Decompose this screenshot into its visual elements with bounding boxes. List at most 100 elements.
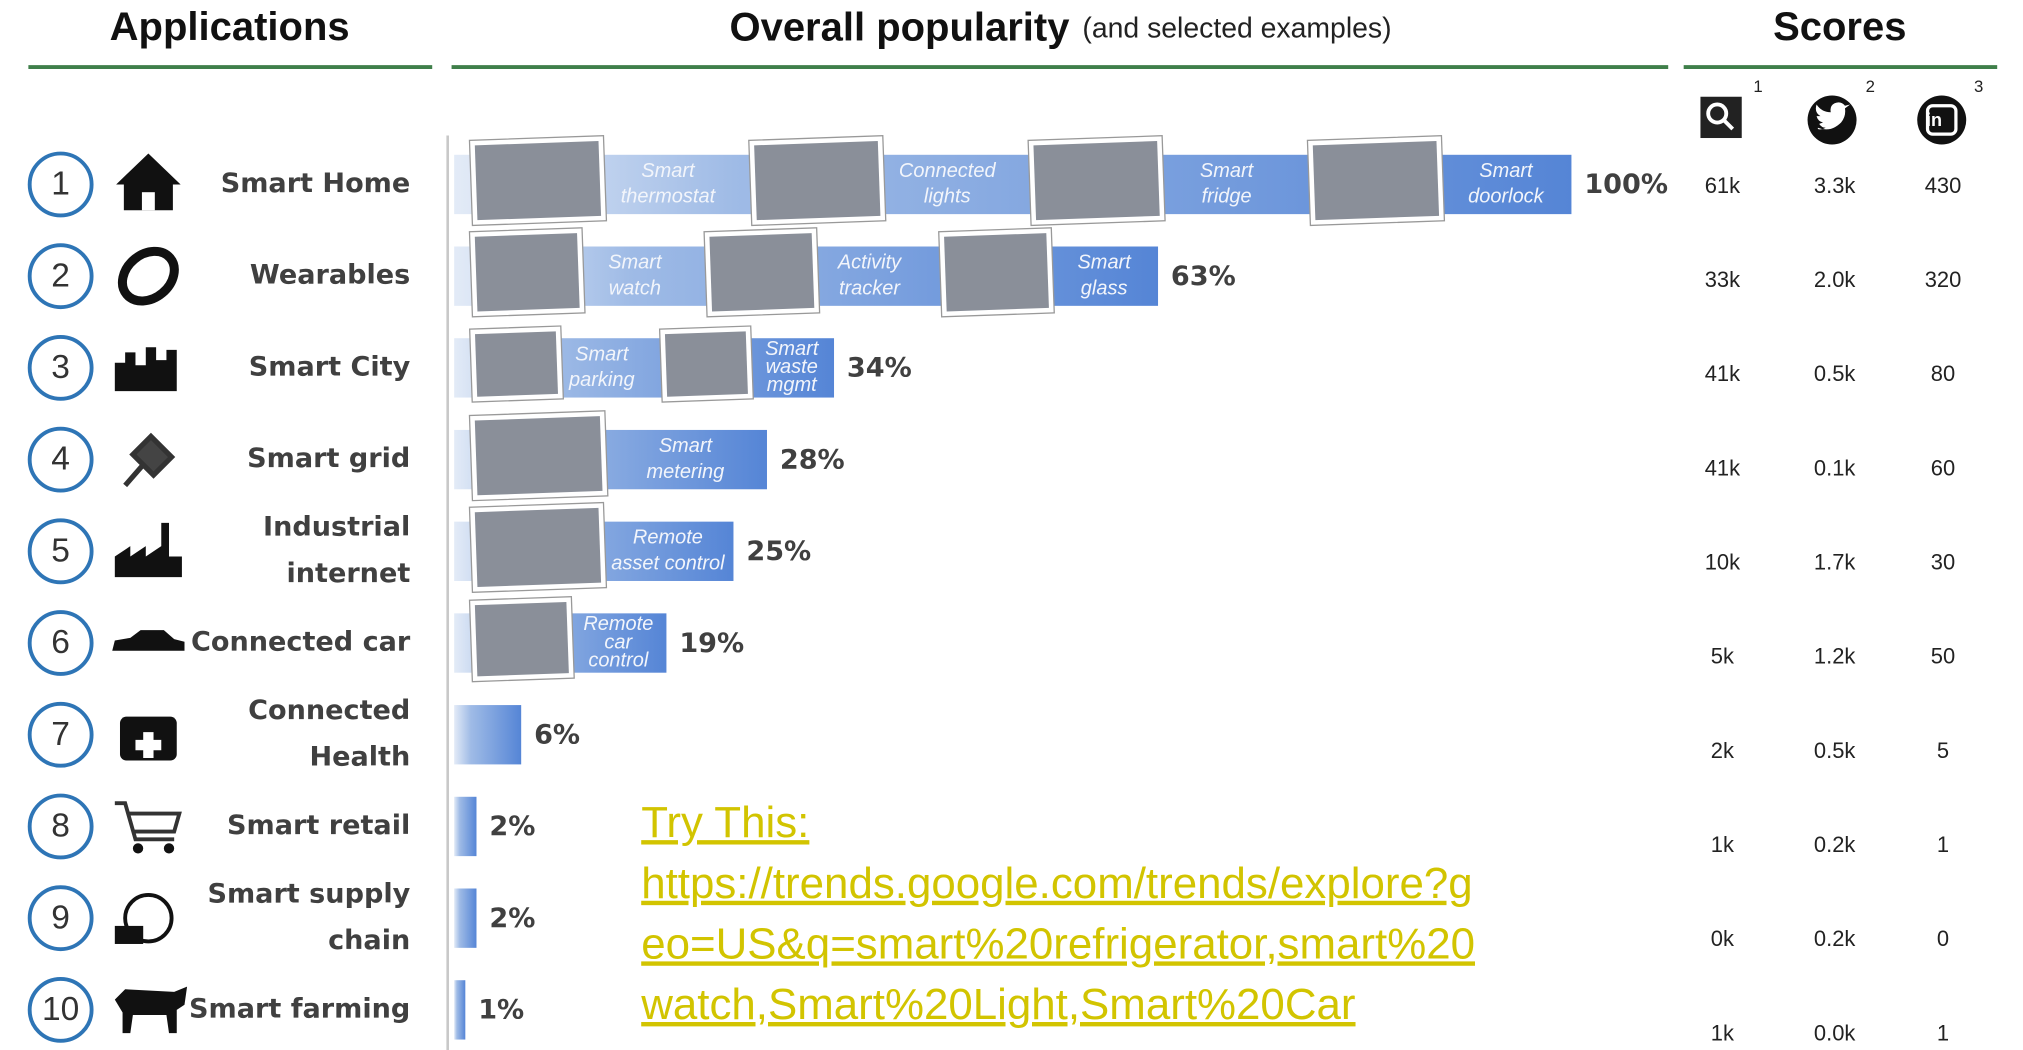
example-caption: fridge: [1202, 186, 1252, 208]
score-value: 5k: [1711, 644, 1734, 669]
trends-link[interactable]: Try This:: [641, 798, 809, 847]
score-note: 3: [1974, 77, 1983, 96]
app-icon: [113, 241, 185, 311]
popularity-bar: [454, 797, 476, 856]
app-icon: [115, 347, 177, 391]
popularity-label: 2%: [489, 811, 535, 842]
popularity-label: 63%: [1171, 261, 1236, 292]
example-photo: [749, 136, 886, 226]
app-name: Wearables: [250, 260, 410, 291]
popularity-label: 19%: [679, 628, 744, 659]
score-value: 1.2k: [1814, 644, 1855, 669]
example-caption: doorlock: [1468, 186, 1545, 208]
score-value: 320: [1925, 267, 1962, 292]
app-icon: [115, 523, 182, 577]
app-icon: [120, 717, 177, 761]
score-value: 10k: [1705, 549, 1740, 574]
score-value: 30: [1931, 549, 1955, 574]
popularity-label: 6%: [534, 720, 580, 751]
linkedin-glyph: in: [1926, 110, 1942, 130]
example-caption: lights: [924, 186, 971, 208]
trends-link[interactable]: watch,Smart%20Light,Smart%20Car: [640, 980, 1355, 1029]
scores-header: Scores: [1773, 5, 1906, 49]
trends-link[interactable]: eo=US&q=smart%20refrigerator,smart%20: [641, 919, 1475, 968]
score-value: 1: [1937, 1020, 1949, 1045]
icon-part: [115, 987, 187, 1033]
example-caption: Smart: [608, 252, 663, 274]
popularity-label: 1%: [478, 995, 524, 1026]
app-name: Smart retail: [227, 810, 410, 841]
example-caption: Activity: [837, 252, 902, 274]
example-photo: [469, 228, 585, 317]
example-caption: watch: [609, 277, 661, 299]
score-value: 33k: [1705, 267, 1740, 292]
example-caption: parking: [568, 369, 635, 391]
app-icon: [115, 987, 187, 1033]
score-value: 0.2k: [1814, 926, 1855, 951]
example-photo: [469, 136, 606, 226]
icon-part: [113, 241, 185, 311]
rank-number: 7: [51, 716, 70, 753]
rank-number: 9: [51, 899, 70, 936]
example-photo: [470, 326, 564, 402]
infographic: Applications Overall popularity(and sele…: [0, 0, 2023, 1050]
rank-number: 2: [51, 257, 70, 294]
score-value: 1k: [1711, 832, 1734, 857]
example-caption: control: [588, 649, 649, 671]
trends-link[interactable]: https://trends.google.com/trends/explore…: [641, 859, 1472, 908]
popularity-title: Overall popularity: [729, 5, 1070, 49]
score-value: 0.1k: [1814, 455, 1855, 480]
page: Applications Overall popularity(and sele…: [0, 0, 2023, 1050]
app-icon: [112, 630, 184, 651]
photo-image: [665, 331, 748, 396]
score-value: 2k: [1711, 738, 1734, 763]
app-name: Industrial: [263, 512, 410, 543]
photo-image: [475, 233, 580, 311]
icon-part: [115, 803, 180, 839]
score-value: 41k: [1705, 361, 1740, 386]
popularity-bar: [454, 889, 476, 948]
example-caption: asset control: [611, 552, 725, 574]
score-value: 0.0k: [1814, 1020, 1855, 1045]
example-caption: Smart: [1479, 160, 1534, 182]
popularity-bar: [454, 705, 521, 764]
example-photo: [469, 411, 607, 501]
example-caption: metering: [647, 461, 725, 483]
icon-part: [125, 436, 171, 485]
photo-image: [754, 141, 880, 220]
app-name: Smart supply: [207, 878, 410, 909]
score-value: 0.5k: [1814, 361, 1855, 386]
rank-number: 4: [51, 441, 70, 478]
example-caption: Smart: [1077, 252, 1132, 274]
icon-part: [112, 630, 184, 651]
score-value: 1k: [1711, 1020, 1734, 1045]
photo-image: [475, 416, 603, 495]
example-caption: thermostat: [621, 186, 717, 208]
example-caption: Smart: [659, 435, 714, 457]
photo-image: [944, 233, 1049, 311]
search-icon: [1700, 97, 1741, 138]
score-value: 41k: [1705, 455, 1740, 480]
score-value: 80: [1931, 361, 1955, 386]
example-photo: [470, 597, 575, 682]
app-icon: [116, 154, 181, 211]
app-icon: [115, 895, 172, 944]
example-caption: mgmt: [767, 374, 818, 396]
photo-image: [709, 233, 814, 311]
example-photo: [704, 228, 820, 317]
example-caption: Smart: [575, 343, 630, 365]
score-value: 0: [1937, 926, 1949, 951]
rank-number: 6: [51, 624, 70, 661]
example-caption: Connected: [899, 160, 997, 182]
icon-part: [115, 523, 182, 577]
popularity-label: 2%: [489, 903, 535, 934]
example-photo: [1307, 136, 1444, 226]
icon-part: [133, 843, 143, 853]
example-photo: [660, 326, 754, 402]
score-note: 1: [1753, 77, 1762, 96]
example-photo: [1028, 136, 1165, 226]
applications-header: Applications: [110, 5, 350, 49]
example-caption: Smart: [641, 160, 696, 182]
example-photo: [469, 503, 606, 593]
app-name: Connected: [248, 695, 410, 726]
